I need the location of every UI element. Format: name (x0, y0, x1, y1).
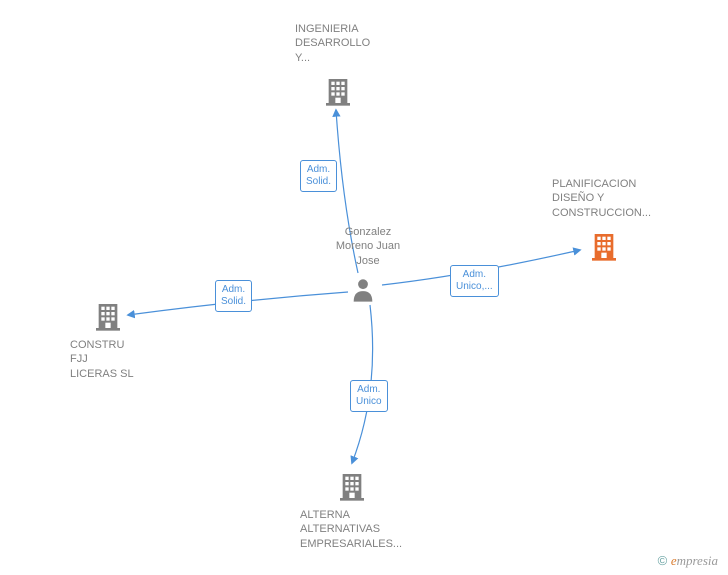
company-node-left[interactable] (92, 300, 124, 337)
edge-label-left: Adm. Solid. (215, 280, 252, 312)
company-label-bottom: ALTERNA ALTERNATIVAS EMPRESARIALES... (300, 508, 420, 551)
edge-label-bottom: Adm. Unico (350, 380, 388, 412)
company-node-bottom[interactable] (336, 470, 368, 507)
company-node-right[interactable] (588, 230, 620, 267)
company-label-top: INGENIERIA DESARROLLO Y... (295, 22, 415, 65)
center-person-icon[interactable] (349, 276, 377, 309)
brand-rest: mpresia (677, 553, 718, 568)
edge-label-top: Adm. Solid. (300, 160, 337, 192)
copyright-symbol: © (658, 553, 668, 568)
company-label-right: PLANIFICACION DISEÑO Y CONSTRUCCION... (552, 177, 672, 220)
company-label-left: CONSTRU FJJ LICERAS SL (70, 338, 190, 381)
edge-label-right: Adm. Unico,... (450, 265, 499, 297)
footer-attribution: © empresia (658, 553, 718, 569)
center-person-label: Gonzalez Moreno Juan Jose (333, 225, 403, 268)
company-node-top[interactable] (322, 75, 354, 112)
diagram-canvas: INGENIERIA DESARROLLO Y... PLANIFICACION… (0, 0, 728, 575)
